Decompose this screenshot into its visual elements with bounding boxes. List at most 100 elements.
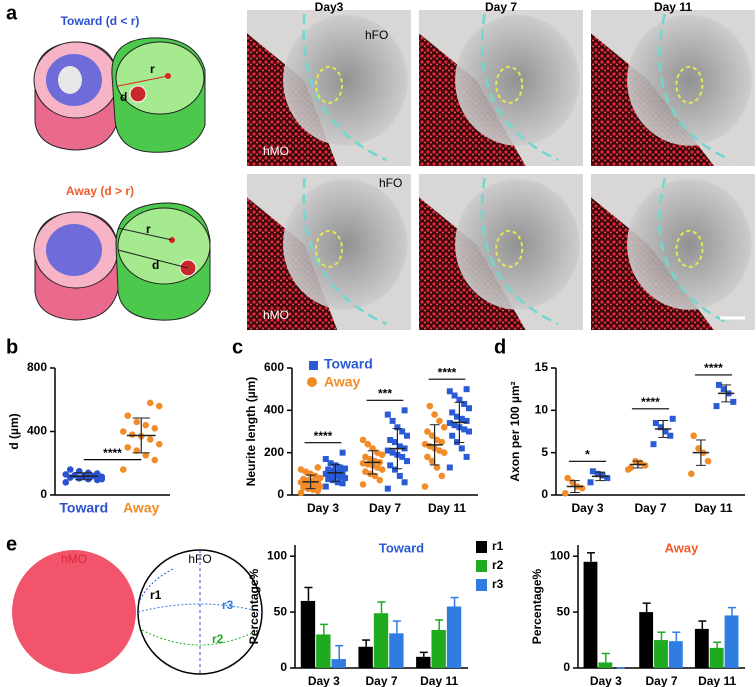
data-point (119, 428, 127, 435)
significance-label: **** (438, 365, 457, 379)
bar (331, 659, 346, 668)
legend-label: r1 (492, 539, 504, 553)
data-point (151, 425, 159, 432)
x-tick-label: Day 11 (694, 501, 732, 515)
schematic-toward: r d Toward (d < r) (33, 14, 206, 153)
data-point (128, 431, 136, 438)
legend-swatch (476, 541, 487, 553)
bar (416, 656, 431, 668)
data-point (589, 468, 596, 475)
data-point (119, 466, 127, 473)
label-region: r1 (150, 588, 162, 602)
data-point (334, 468, 341, 475)
bar (583, 561, 598, 668)
y-tick-label: 800 (27, 360, 47, 374)
neurite-zone (675, 65, 704, 104)
bar (300, 600, 316, 668)
x-tick-label: Away (123, 500, 160, 516)
neurite-zone (675, 229, 704, 268)
significance-label: * (585, 447, 590, 461)
data-point (339, 449, 346, 456)
data-point (389, 417, 396, 424)
data-point (314, 464, 322, 471)
legend-marker (309, 361, 318, 370)
data-point (362, 468, 369, 476)
data-point (133, 447, 141, 454)
day-label: Day3 (315, 0, 344, 14)
data-point (327, 460, 334, 467)
data-point (433, 464, 441, 471)
label-hfo: hFO (188, 552, 211, 566)
data-point (93, 470, 101, 477)
data-point (446, 464, 453, 471)
data-point (463, 417, 470, 424)
data-point (334, 479, 341, 486)
data-point (404, 432, 410, 439)
data-point (396, 472, 403, 479)
neurite-zone (315, 229, 343, 268)
boundary (480, 177, 559, 326)
label-d: d (120, 90, 127, 104)
hfo-organoid (627, 178, 752, 310)
bar (358, 646, 373, 668)
data-point (461, 400, 468, 407)
legend-swatch (476, 560, 487, 572)
neurite-zone (495, 229, 524, 268)
bar (389, 633, 404, 668)
legend-label: r2 (492, 558, 504, 572)
data-point (564, 474, 571, 482)
panel-label: e (6, 533, 17, 555)
data-point (384, 411, 391, 418)
y-tick-label: 50 (557, 604, 571, 618)
data-point (449, 409, 456, 416)
data-point (454, 413, 460, 420)
data-point (704, 457, 712, 465)
bar (724, 615, 739, 668)
data-point (404, 458, 410, 465)
boundary (302, 13, 387, 162)
label-d: d (152, 258, 159, 272)
x-tick-label: Day 11 (428, 501, 466, 515)
y-tick-label: 15 (535, 360, 549, 374)
y-tick-label: 0 (563, 660, 570, 674)
data-point (587, 479, 594, 486)
data-point (322, 483, 329, 490)
data-point (424, 453, 431, 461)
bar (709, 647, 724, 668)
bar (373, 613, 389, 668)
label-hmo: hMO (61, 552, 87, 566)
data-point (124, 412, 132, 419)
x-tick-label: Day 7 (369, 501, 401, 515)
data-point (713, 403, 720, 410)
data-point (124, 444, 132, 451)
bar (431, 629, 446, 668)
data-point (451, 422, 458, 429)
data-point (730, 398, 737, 405)
y-tick-label: 0 (277, 487, 284, 501)
legend-label: r3 (492, 577, 504, 591)
x-tick-label: Day 11 (420, 674, 458, 687)
x-tick-label: Day 11 (698, 674, 736, 687)
neurite-zone (495, 65, 524, 104)
data-point (376, 476, 384, 484)
y-tick-label: 0 (541, 487, 548, 501)
legend-label: Toward (324, 356, 373, 372)
data-point (688, 470, 695, 478)
data-point (426, 402, 434, 410)
data-point (421, 440, 429, 448)
data-point (322, 456, 329, 463)
data-point (394, 424, 401, 431)
hfo-organoid (627, 14, 752, 146)
data-point (461, 426, 468, 433)
y-tick-label: 400 (264, 403, 284, 417)
label-toward: Toward (d < r) (61, 14, 140, 28)
hmo-label: hMO (263, 144, 289, 158)
label-r: r (150, 62, 155, 76)
data-point (456, 396, 463, 403)
boundary (480, 13, 559, 162)
data-point (327, 471, 334, 478)
y-axis-label: Neurite length (µm) (244, 377, 258, 487)
data-point (433, 436, 441, 444)
schematic-e: hMO hFO r1 r2 r3 (12, 549, 263, 675)
data-point (384, 447, 391, 454)
